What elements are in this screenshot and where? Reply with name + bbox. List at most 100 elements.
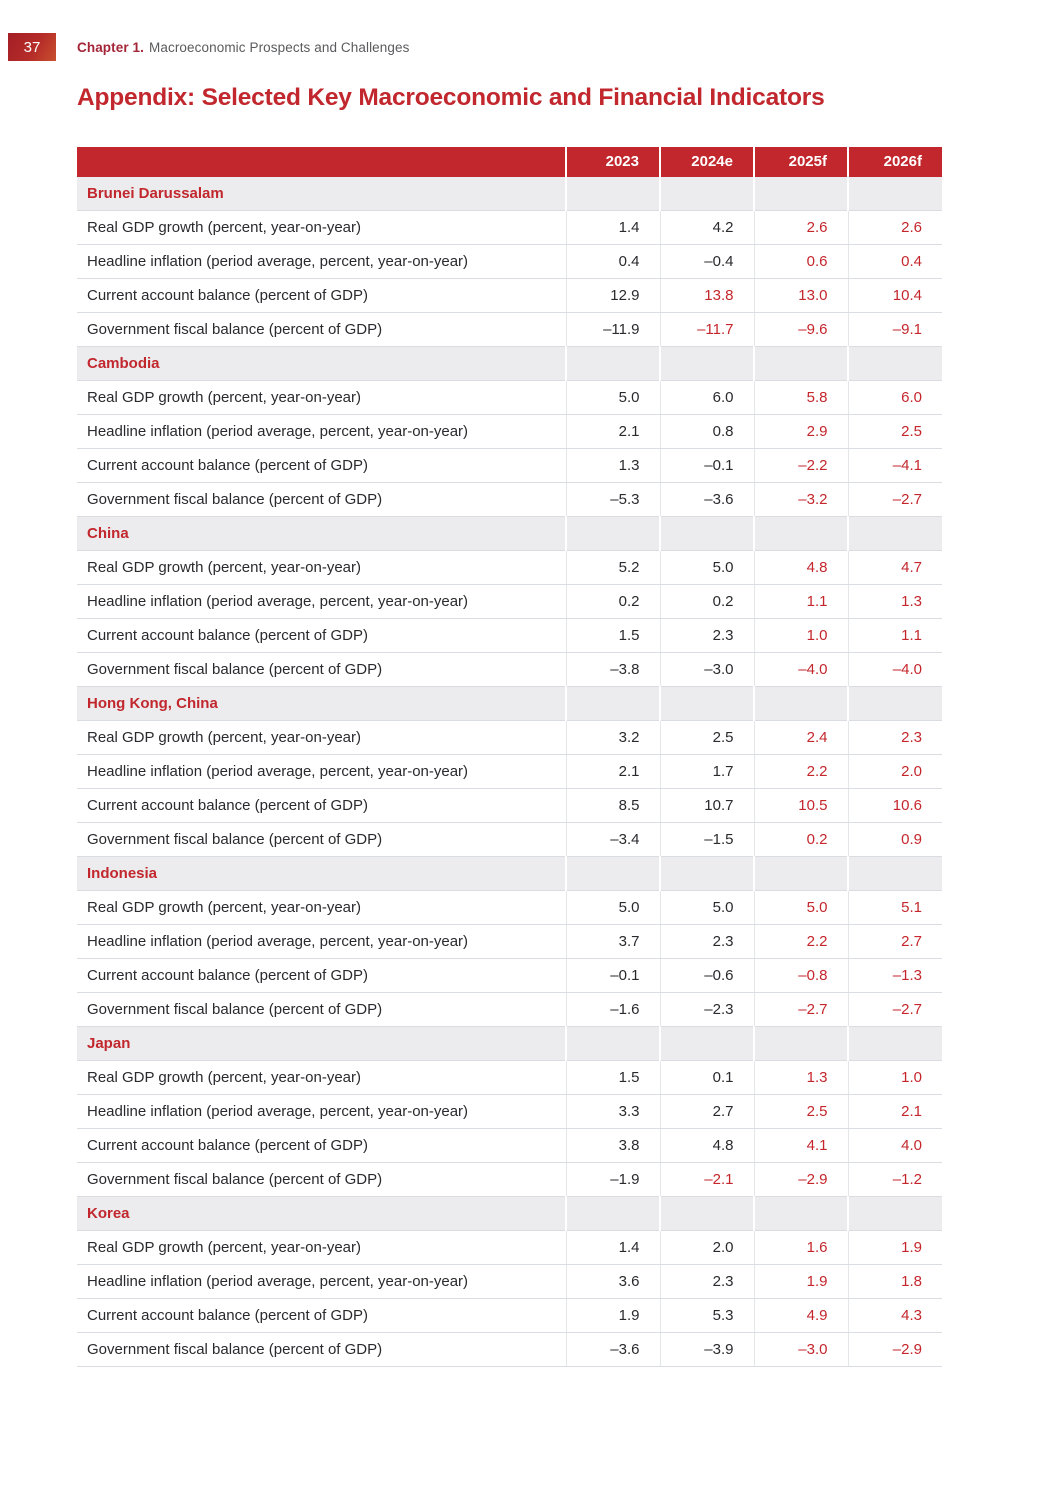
indicator-value-2026f: 10.4 <box>847 278 942 313</box>
indicator-row: Government fiscal balance (percent of GD… <box>77 652 942 687</box>
indicator-row: Real GDP growth (percent, year-on-year) 5… <box>77 550 942 585</box>
indicator-value-2023: 5.0 <box>565 380 660 415</box>
indicator-value-2024e: 5.0 <box>659 550 754 585</box>
indicator-label: Real GDP growth (percent, year-on-year) <box>77 210 566 245</box>
indicator-value-2026f: 4.3 <box>847 1298 942 1333</box>
indicator-value-2026f: 1.3 <box>847 584 942 619</box>
indicator-value-2025f: 2.4 <box>753 720 848 755</box>
indicator-label: Government fiscal balance (percent of GD… <box>77 652 566 687</box>
indicator-label: Current account balance (percent of GDP) <box>77 448 566 483</box>
indicator-value-2026f: 1.9 <box>847 1230 942 1265</box>
indicator-value-2024e: 2.5 <box>659 720 754 755</box>
indicator-value-2026f: 1.0 <box>847 1060 942 1095</box>
country-section-spacer-cell <box>565 346 660 381</box>
page-title: Appendix: Selected Key Macroeconomic and… <box>77 84 825 111</box>
country-section-row: Japan <box>77 1026 942 1061</box>
indicator-value-2026f: 2.0 <box>847 754 942 789</box>
country-name: China <box>77 516 566 551</box>
indicator-value-2025f: 2.2 <box>753 924 848 959</box>
indicator-label: Government fiscal balance (percent of GD… <box>77 482 566 517</box>
indicator-value-2023: 1.4 <box>565 1230 660 1265</box>
indicator-value-2026f: –4.0 <box>847 652 942 687</box>
country-section-spacer-cell <box>753 686 848 721</box>
indicator-label: Current account balance (percent of GDP) <box>77 958 566 993</box>
country-section-spacer-cell <box>753 177 848 211</box>
indicator-value-2026f: –2.7 <box>847 482 942 517</box>
indicator-value-2024e: 5.3 <box>659 1298 754 1333</box>
indicator-value-2024e: 4.2 <box>659 210 754 245</box>
indicator-value-2023: –5.3 <box>565 482 660 517</box>
indicator-row: Real GDP growth (percent, year-on-year) 3… <box>77 720 942 755</box>
indicator-value-2024e: –2.3 <box>659 992 754 1027</box>
indicator-row: Real GDP growth (percent, year-on-year) 5… <box>77 380 942 415</box>
indicator-label: Government fiscal balance (percent of GD… <box>77 992 566 1027</box>
country-name: Cambodia <box>77 346 566 381</box>
chapter-heading: Chapter 1. Macroeconomic Prospects and C… <box>77 33 409 61</box>
indicator-value-2026f: 2.6 <box>847 210 942 245</box>
indicator-value-2024e: –3.6 <box>659 482 754 517</box>
indicator-value-2026f: 2.1 <box>847 1094 942 1129</box>
indicator-label: Real GDP growth (percent, year-on-year) <box>77 890 566 925</box>
indicator-value-2026f: –2.7 <box>847 992 942 1027</box>
macro-indicators-table: 2023 2024e 2025f 2026f Brunei Darussalam Real… <box>77 147 942 1367</box>
country-section-spacer-cell <box>847 1026 942 1061</box>
indicator-value-2024e: –2.1 <box>659 1162 754 1197</box>
indicator-row: Current account balance (percent of GDP)… <box>77 788 942 823</box>
indicator-value-2024e: 0.2 <box>659 584 754 619</box>
column-header-2025f: 2025f <box>753 147 848 177</box>
indicator-value-2025f: 2.5 <box>753 1094 848 1129</box>
indicator-value-2023: –3.8 <box>565 652 660 687</box>
country-section-spacer-cell <box>565 177 660 211</box>
indicator-value-2026f: –2.9 <box>847 1332 942 1367</box>
indicator-value-2024e: 2.3 <box>659 618 754 653</box>
indicator-value-2026f: 4.7 <box>847 550 942 585</box>
indicator-value-2025f: 1.0 <box>753 618 848 653</box>
indicator-value-2026f: 2.3 <box>847 720 942 755</box>
country-section-spacer-cell <box>565 856 660 891</box>
indicator-value-2024e: 13.8 <box>659 278 754 313</box>
indicator-row: Real GDP growth (percent, year-on-year) 5… <box>77 890 942 925</box>
indicator-value-2026f: 6.0 <box>847 380 942 415</box>
indicator-row: Headline inflation (period average, perc… <box>77 924 942 959</box>
indicator-value-2023: 1.4 <box>565 210 660 245</box>
indicator-row: Government fiscal balance (percent of GD… <box>77 1332 942 1367</box>
country-section-spacer-cell <box>847 177 942 211</box>
indicator-value-2024e: 2.0 <box>659 1230 754 1265</box>
indicator-value-2023: 3.7 <box>565 924 660 959</box>
indicator-row: Government fiscal balance (percent of GD… <box>77 822 942 857</box>
indicator-value-2023: 8.5 <box>565 788 660 823</box>
indicator-value-2025f: 4.8 <box>753 550 848 585</box>
indicator-value-2024e: 4.8 <box>659 1128 754 1163</box>
indicator-label: Current account balance (percent of GDP) <box>77 1128 566 1163</box>
indicator-value-2025f: –9.6 <box>753 312 848 347</box>
indicator-value-2025f: –4.0 <box>753 652 848 687</box>
indicator-value-2025f: 1.3 <box>753 1060 848 1095</box>
indicator-value-2026f: 0.4 <box>847 244 942 279</box>
indicator-value-2026f: 1.8 <box>847 1264 942 1299</box>
indicator-label: Current account balance (percent of GDP) <box>77 788 566 823</box>
indicator-value-2024e: 0.1 <box>659 1060 754 1095</box>
indicator-value-2026f: –1.2 <box>847 1162 942 1197</box>
country-section-spacer-cell <box>565 516 660 551</box>
indicator-value-2023: 2.1 <box>565 754 660 789</box>
indicator-value-2023: 2.1 <box>565 414 660 449</box>
indicator-value-2026f: 10.6 <box>847 788 942 823</box>
indicator-row: Current account balance (percent of GDP)… <box>77 278 942 313</box>
country-section-spacer-cell <box>659 177 754 211</box>
indicator-value-2024e: –0.6 <box>659 958 754 993</box>
country-section-spacer-cell <box>659 686 754 721</box>
indicator-value-2026f: 4.0 <box>847 1128 942 1163</box>
indicator-row: Real GDP growth (percent, year-on-year) 1… <box>77 1230 942 1265</box>
indicator-value-2024e: 2.3 <box>659 1264 754 1299</box>
country-section-spacer-cell <box>753 856 848 891</box>
country-section-spacer-cell <box>847 1196 942 1231</box>
indicators-table-container: 2023 2024e 2025f 2026f Brunei Darussalam Real… <box>77 147 942 1367</box>
country-section-spacer-cell <box>565 1026 660 1061</box>
country-section-row: Hong Kong, China <box>77 686 942 721</box>
indicator-value-2026f: 2.7 <box>847 924 942 959</box>
indicator-value-2023: –1.6 <box>565 992 660 1027</box>
indicator-row: Current account balance (percent of GDP)… <box>77 448 942 483</box>
page-number-badge: 37 <box>8 33 56 61</box>
column-header-2023: 2023 <box>565 147 660 177</box>
indicator-value-2023: 1.9 <box>565 1298 660 1333</box>
